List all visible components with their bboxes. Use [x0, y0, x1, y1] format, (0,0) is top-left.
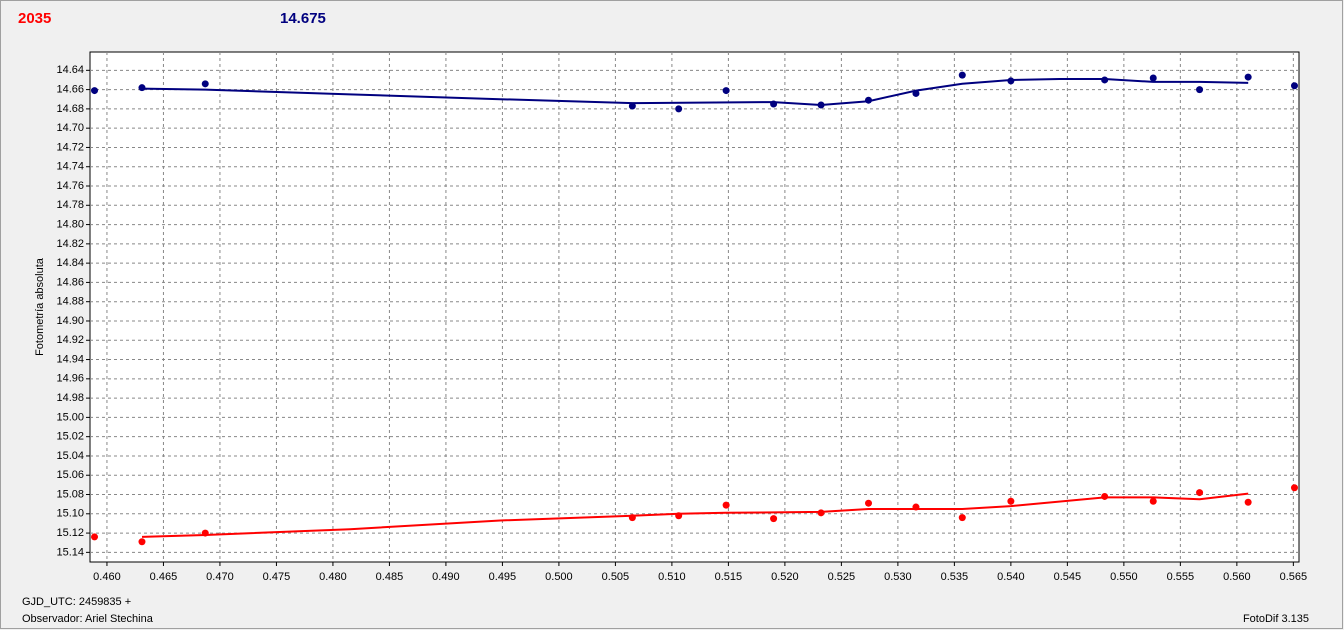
y-tick-label: 14.88: [56, 296, 84, 308]
fit-line: [141, 78, 1249, 107]
data-point: [201, 80, 209, 88]
y-tick-label: 14.64: [56, 64, 84, 76]
x-tick-label: 0.500: [545, 571, 573, 583]
y-tick-label: 15.08: [56, 488, 84, 500]
y-tick-label: 15.02: [56, 431, 84, 443]
data-point: [1290, 82, 1298, 90]
y-tick-label: 14.96: [56, 373, 84, 385]
data-point: [1101, 76, 1109, 84]
x-tick-label: 0.465: [150, 571, 178, 583]
data-point: [1007, 77, 1015, 85]
y-tick-label: 14.84: [56, 257, 84, 269]
data-point: [138, 84, 146, 92]
x-tick-label: 0.515: [715, 571, 743, 583]
x-tick-label: 0.540: [997, 571, 1025, 583]
y-tick-label: 15.14: [56, 546, 84, 558]
y-tick-label: 14.86: [56, 276, 84, 288]
data-point: [770, 100, 778, 108]
data-point: [912, 503, 920, 511]
y-axis-label: Fotometría absoluta: [34, 257, 46, 356]
software: FotoDif 3.135: [1243, 613, 1309, 625]
data-point: [91, 87, 99, 95]
data-point: [958, 71, 966, 79]
data-point: [628, 102, 636, 110]
y-tick-label: 14.92: [56, 334, 84, 346]
header-label: 14.675: [280, 10, 326, 27]
data-point: [1196, 86, 1204, 94]
x-tick-label: 0.495: [489, 571, 517, 583]
x-tick-label: 0.560: [1223, 571, 1251, 583]
y-tick-label: 14.98: [56, 392, 84, 404]
x-tick-label: 0.555: [1167, 571, 1195, 583]
data-point: [865, 96, 873, 104]
data-point: [817, 509, 825, 517]
x-tick-label: 0.530: [884, 571, 912, 583]
y-tick-label: 15.10: [56, 508, 84, 520]
x-tick-label: 0.550: [1110, 571, 1138, 583]
y-tick-label: 14.68: [56, 103, 84, 115]
y-tick-label: 15.00: [56, 411, 84, 423]
y-tick-label: 14.66: [56, 84, 84, 96]
data-point: [722, 501, 730, 509]
y-tick-label: 15.04: [56, 450, 84, 462]
x-tick-label: 0.510: [658, 571, 686, 583]
y-tick-label: 14.72: [56, 141, 84, 153]
x-axis-label: GJD_UTC: 2459835 +: [22, 596, 131, 608]
y-tick-label: 14.94: [56, 353, 84, 365]
data-point: [817, 101, 825, 109]
x-tick-label: 0.460: [93, 571, 121, 583]
x-tick-label: 0.490: [432, 571, 460, 583]
data-point: [958, 514, 966, 522]
header-label: 2035: [18, 10, 51, 27]
x-tick-label: 0.470: [206, 571, 234, 583]
plot-area: [89, 51, 1300, 563]
x-tick-label: 0.480: [319, 571, 347, 583]
y-tick-label: 15.12: [56, 527, 84, 539]
data-point: [912, 89, 920, 97]
x-tick-label: 0.535: [941, 571, 969, 583]
data-point: [1244, 73, 1252, 81]
data-point: [865, 499, 873, 507]
data-point: [201, 529, 209, 537]
x-tick-label: 0.505: [602, 571, 630, 583]
data-point: [1007, 497, 1015, 505]
data-point: [675, 512, 683, 520]
data-point: [722, 87, 730, 95]
y-tick-label: 14.80: [56, 218, 84, 230]
data-point: [1149, 497, 1157, 505]
data-point: [1244, 498, 1252, 506]
data-point: [1290, 484, 1298, 492]
x-tick-label: 0.475: [263, 571, 291, 583]
x-tick-label: 0.545: [1054, 571, 1082, 583]
data-point: [138, 538, 146, 546]
data-point: [628, 514, 636, 522]
observer: Observador: Ariel Stechina: [22, 613, 154, 625]
y-tick-label: 14.82: [56, 238, 84, 250]
y-tick-label: 14.90: [56, 315, 84, 327]
y-tick-label: 14.78: [56, 199, 84, 211]
data-point: [675, 105, 683, 113]
y-tick-label: 15.06: [56, 469, 84, 481]
x-tick-label: 0.485: [376, 571, 404, 583]
y-tick-label: 14.76: [56, 180, 84, 192]
x-tick-label: 0.520: [771, 571, 799, 583]
y-tick-label: 14.74: [56, 161, 84, 173]
data-point: [91, 533, 99, 541]
y-tick-label: 14.70: [56, 122, 84, 134]
x-tick-label: 0.525: [828, 571, 856, 583]
x-tick-label: 0.565: [1280, 571, 1308, 583]
data-point: [1149, 74, 1157, 82]
data-point: [1101, 492, 1109, 500]
data-point: [770, 515, 778, 523]
data-point: [1196, 489, 1204, 497]
